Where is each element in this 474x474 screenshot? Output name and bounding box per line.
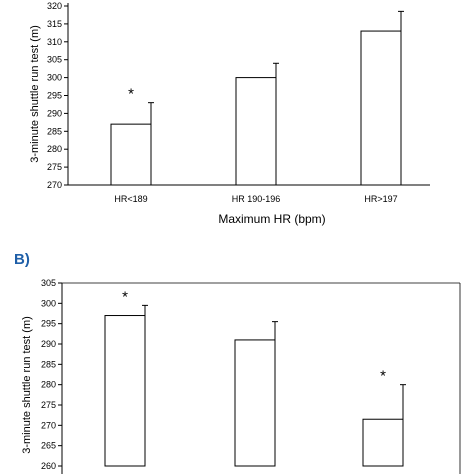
x-tick-label: HR 190-196 bbox=[232, 194, 281, 204]
panel-label-b: B) bbox=[14, 251, 30, 268]
y-axis-title: 3-minute shuttle run test (m) bbox=[21, 316, 33, 454]
y-tick-label: 315 bbox=[47, 19, 62, 29]
y-tick-label: 295 bbox=[47, 91, 62, 101]
y-ticks: 260 265 270 275 280 285 290 295 300 305 bbox=[41, 278, 62, 471]
bar bbox=[110, 123, 152, 186]
bar bbox=[104, 315, 146, 467]
significance-marker: * bbox=[122, 288, 128, 305]
y-ticks: 270 275 280 285 290 295 300 305 310 315 320 bbox=[47, 1, 68, 190]
y-tick-label: 280 bbox=[41, 380, 56, 390]
y-tick-label: 275 bbox=[47, 162, 62, 172]
y-tick-label: 285 bbox=[41, 359, 56, 369]
x-tick-label: HR>197 bbox=[364, 194, 397, 204]
significance-marker: * bbox=[380, 368, 386, 385]
y-tick-label: 265 bbox=[41, 441, 56, 451]
bar bbox=[235, 77, 277, 186]
y-tick-label: 320 bbox=[47, 1, 62, 11]
y-tick-label: 280 bbox=[47, 144, 62, 154]
y-tick-label: 295 bbox=[41, 319, 56, 329]
y-tick-label: 285 bbox=[47, 126, 62, 136]
chart-panel-a: 270 275 280 285 290 295 300 305 310 315 320 * HR<1… bbox=[29, 1, 430, 226]
y-tick-label: 260 bbox=[41, 461, 56, 471]
y-tick-label: 270 bbox=[41, 420, 56, 430]
x-tick-label: HR<189 bbox=[114, 194, 147, 204]
y-tick-label: 290 bbox=[41, 339, 56, 349]
bar bbox=[362, 418, 404, 467]
x-tick-labels: HR<189 HR 190-196 HR>197 bbox=[114, 194, 397, 204]
bars: * bbox=[110, 10, 404, 186]
y-tick-label: 290 bbox=[47, 108, 62, 118]
y-tick-label: 275 bbox=[41, 400, 56, 410]
y-tick-label: 300 bbox=[47, 73, 62, 83]
y-tick-label: 305 bbox=[47, 55, 62, 65]
bar bbox=[360, 30, 402, 186]
bar bbox=[234, 339, 276, 467]
y-axis-title: 3-minute shuttle run test (m) bbox=[29, 25, 41, 163]
significance-marker: * bbox=[128, 86, 134, 103]
y-tick-label: 310 bbox=[47, 37, 62, 47]
y-tick-label: 305 bbox=[41, 278, 56, 288]
y-tick-label: 270 bbox=[47, 180, 62, 190]
y-tick-label: 300 bbox=[41, 298, 56, 308]
x-axis-title: Maximum HR (bpm) bbox=[218, 212, 325, 226]
bars: ** bbox=[104, 288, 406, 467]
